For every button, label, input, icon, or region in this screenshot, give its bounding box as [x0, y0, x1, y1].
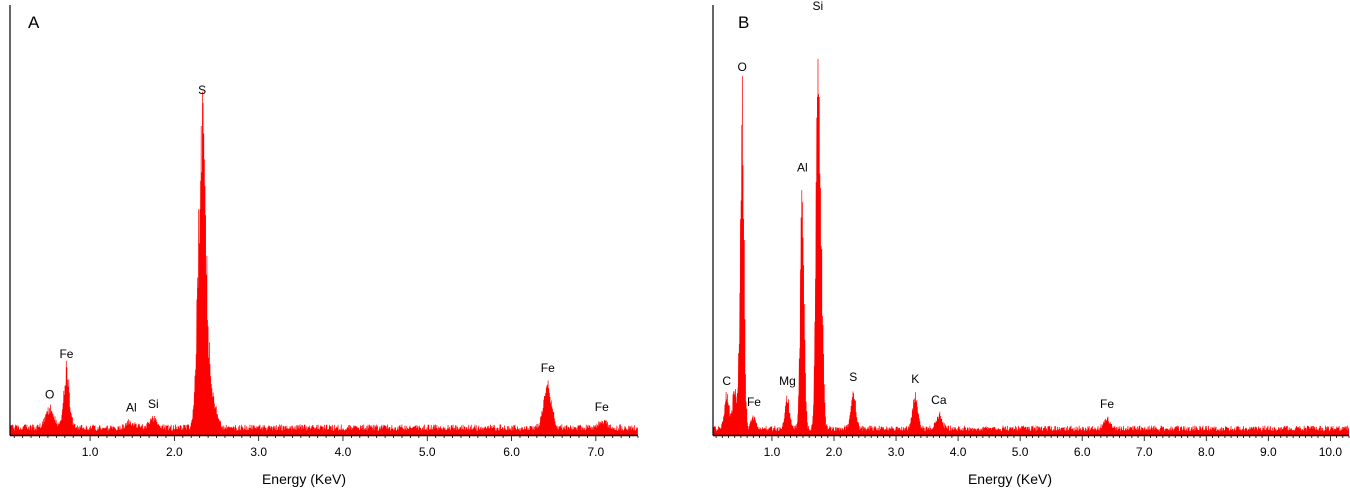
panel-letter: A: [28, 13, 40, 32]
spectrum-panel-B: 1.0 2.0 3.0 4.0 5.0 6.0 7.0 8.0 9.0 10.0 Energy (K…: [712, 0, 1350, 487]
peak-label-fe: Fe: [747, 395, 761, 409]
peak-label-fe: Fe: [595, 400, 609, 414]
x-tick-label: 10.0: [1319, 445, 1343, 459]
peak-label-o: O: [737, 60, 746, 74]
x-tick-label: 8.0: [1198, 445, 1215, 459]
panel-letter: B: [738, 13, 749, 32]
peak-label-o: O: [45, 388, 54, 402]
x-tick-label: 3.0: [250, 445, 267, 459]
spectrum-line: [9, 91, 638, 436]
x-tick-label: 7.0: [588, 445, 605, 459]
x-axis-label: Energy (KeV): [262, 471, 346, 487]
x-tick-label: 1.0: [764, 445, 781, 459]
x-tick-label: 6.0: [503, 445, 520, 459]
spectrum-panel-A: 1.0 2.0 3.0 4.0 5.0 6.0 7.0 Energy (KeV) A O Fe Al S…: [9, 5, 639, 487]
peak-label-fe: Fe: [1100, 397, 1114, 411]
peak-label-al: Al: [797, 161, 808, 175]
peak-label-fe: Fe: [541, 361, 555, 375]
x-axis-label: Energy (KeV): [968, 471, 1052, 487]
peak-label-si: Si: [813, 0, 824, 13]
x-tick-label: 9.0: [1260, 445, 1277, 459]
peak-label-si: Si: [148, 397, 159, 411]
x-tick-labels: 1.0 2.0 3.0 4.0 5.0 6.0 7.0: [13, 436, 639, 459]
peak-label-fe: Fe: [59, 347, 73, 361]
peak-label-k: K: [911, 372, 919, 386]
peak-label-al: Al: [126, 401, 137, 415]
peak-labels: O Fe Al Si S Fe Fe: [45, 83, 609, 415]
x-tick-label: 6.0: [1074, 445, 1091, 459]
x-tick-label: 4.0: [950, 445, 967, 459]
x-tick-label: 5.0: [1012, 445, 1029, 459]
x-tick-label: 1.0: [82, 445, 99, 459]
x-tick-label: 2.0: [826, 445, 843, 459]
spectrum-series: [9, 91, 638, 436]
peak-labels: C O Fe Mg Al Si S K Ca Fe: [722, 0, 1114, 411]
spectrum-series: [712, 58, 1349, 436]
peak-label-c: C: [722, 374, 731, 388]
x-tick-label: 2.0: [166, 445, 183, 459]
peak-label-ca: Ca: [931, 393, 947, 407]
spectrum-line: [712, 58, 1349, 436]
peak-label-s: S: [849, 370, 857, 384]
x-tick-labels: 1.0 2.0 3.0 4.0 5.0 6.0 7.0 8.0 9.0 10.0: [715, 436, 1350, 459]
x-tick-label: 4.0: [335, 445, 352, 459]
x-tick-label: 7.0: [1136, 445, 1153, 459]
x-tick-label: 5.0: [419, 445, 436, 459]
peak-label-s: S: [198, 83, 206, 97]
x-tick-label: 3.0: [888, 445, 905, 459]
peak-label-mg: Mg: [779, 374, 796, 388]
